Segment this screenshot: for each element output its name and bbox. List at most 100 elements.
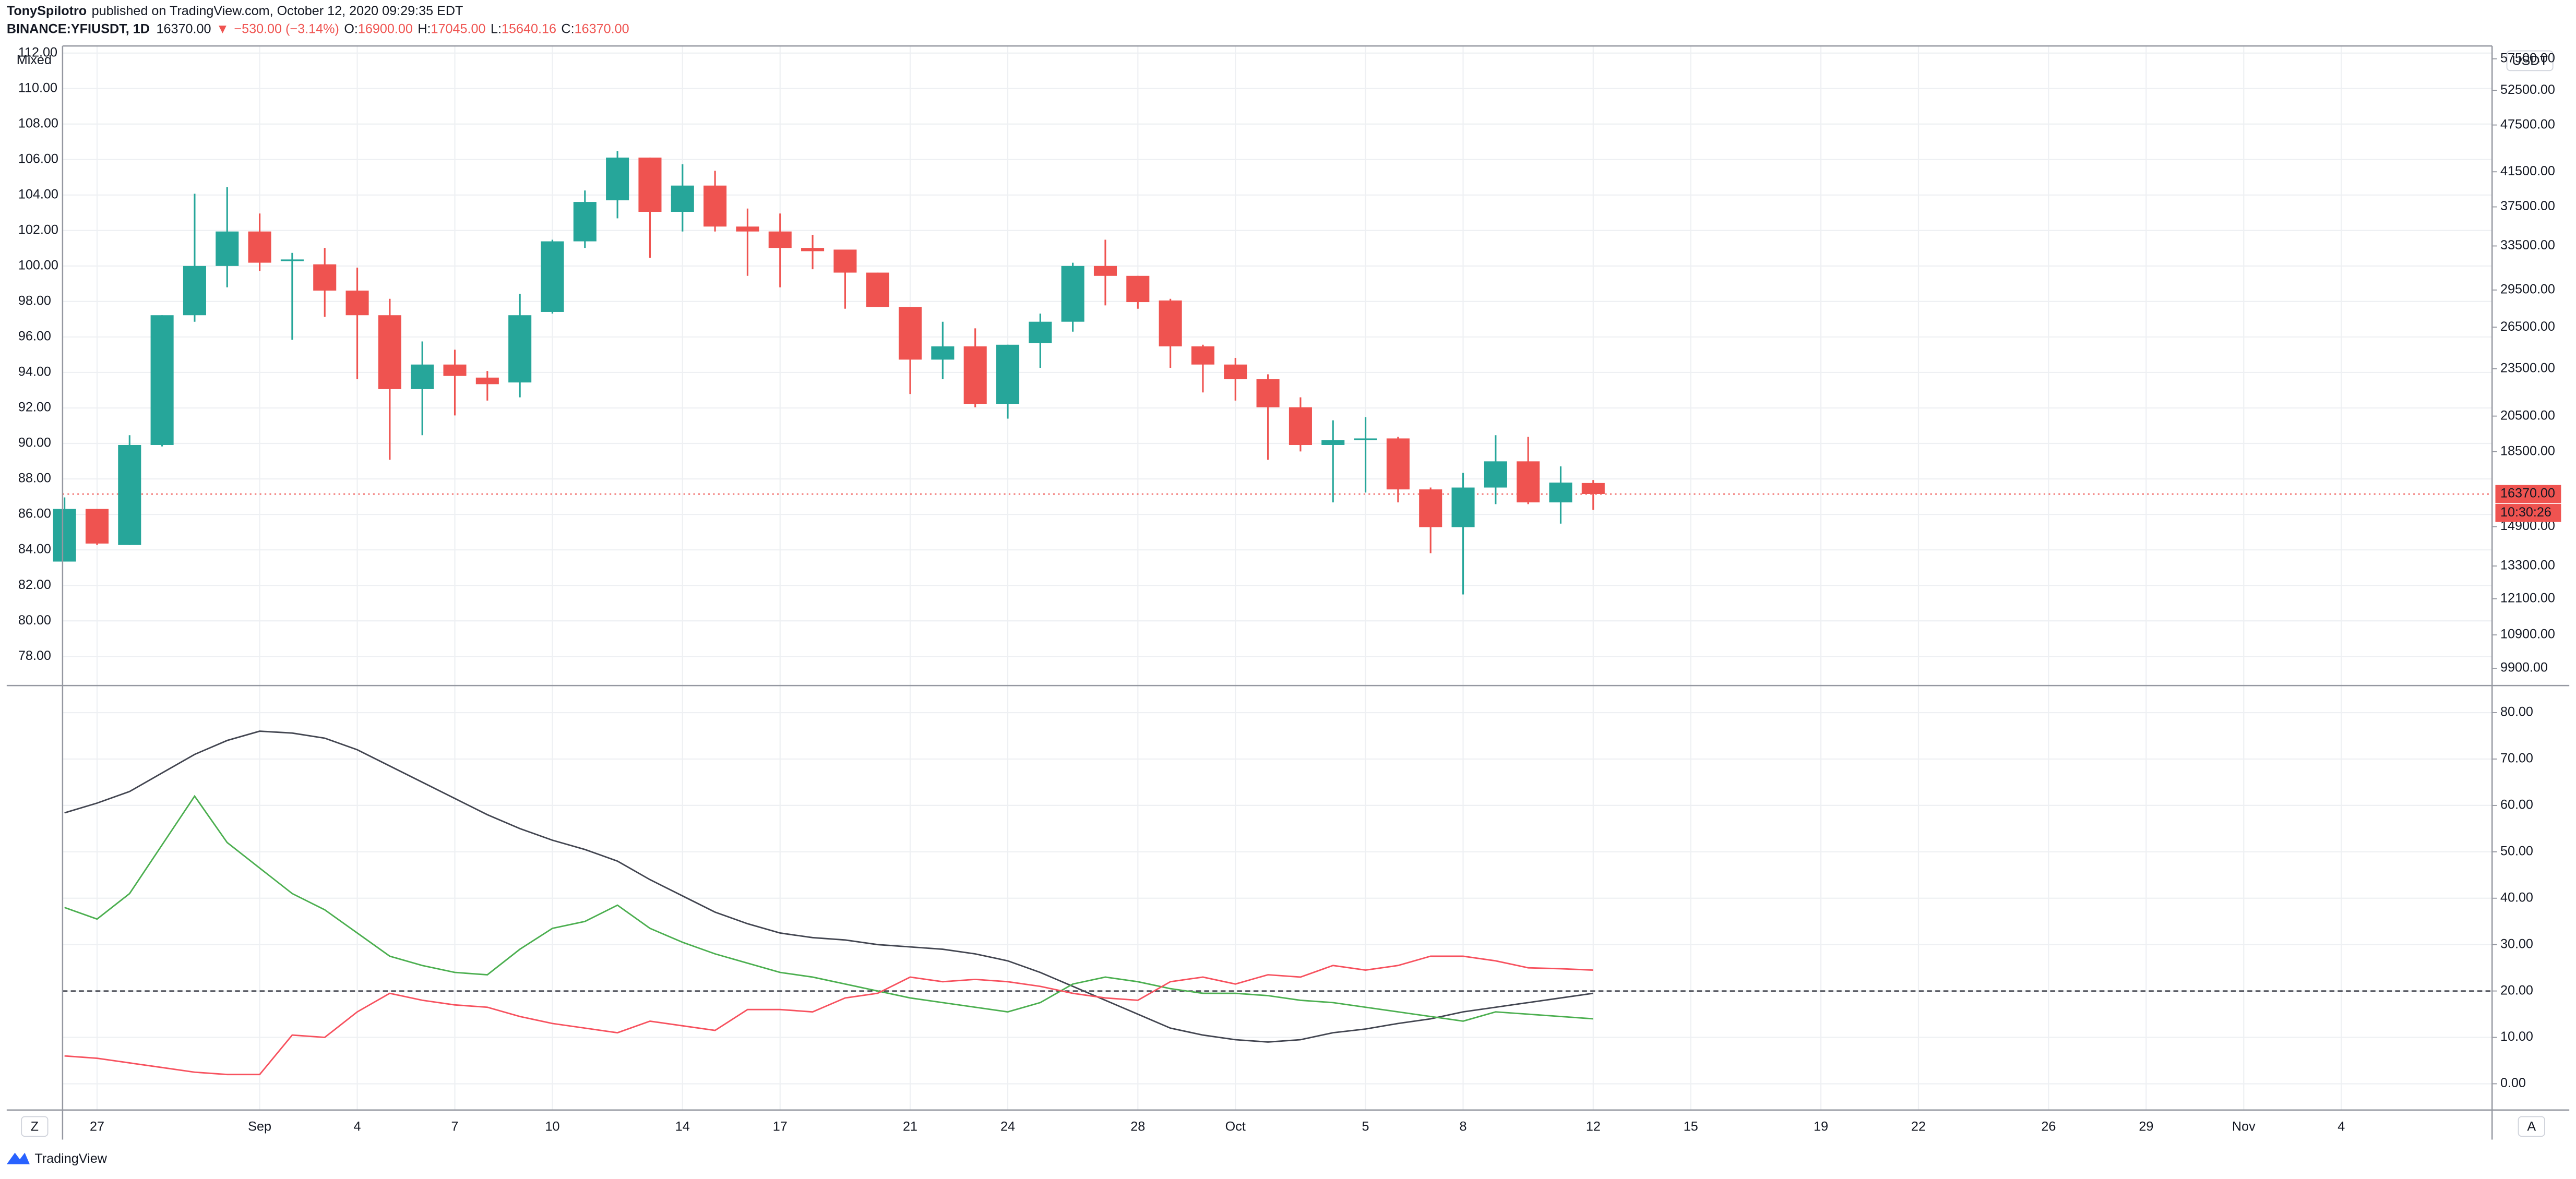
- y2-tick-label: 23500.00: [2500, 361, 2555, 376]
- y2-tick-label: 18500.00: [2500, 443, 2555, 458]
- candle-body: [150, 315, 174, 445]
- l-value: 15640.16: [502, 21, 556, 36]
- candle-body: [1581, 483, 1605, 495]
- change: −530.00 (−3.14%): [234, 21, 339, 36]
- candle-body: [475, 377, 499, 384]
- x-tick-label: 15: [1684, 1120, 1698, 1134]
- scale-mode[interactable]: Mixed: [17, 53, 52, 67]
- y-tick-label: 20.00: [2500, 983, 2533, 997]
- candle-body: [183, 266, 206, 316]
- last-price-label: 16370.00: [2500, 486, 2555, 501]
- button-box[interactable]: [2518, 1116, 2545, 1137]
- y-tick-label: 10.00: [2500, 1029, 2533, 1044]
- y2-tick-label: 33500.00: [2500, 238, 2555, 252]
- candle-body: [248, 231, 271, 263]
- published: published on TradingView.com, October 12…: [92, 4, 463, 18]
- candle-body: [541, 241, 564, 312]
- candle-body: [1451, 487, 1475, 527]
- y2-tick-label: 9900.00: [2500, 660, 2548, 675]
- candle-body: [1224, 364, 1247, 379]
- candle-body: [1549, 483, 1572, 503]
- y-tick-label: 80.00: [18, 613, 51, 628]
- candle-body: [443, 364, 467, 376]
- x-tick-label: Sep: [248, 1120, 271, 1134]
- candle-body: [801, 248, 825, 251]
- y-tick-label: 92.00: [18, 400, 51, 415]
- candle-body: [996, 344, 1020, 404]
- candle-body: [378, 315, 401, 389]
- y2-tick-label: 52500.00: [2500, 82, 2555, 97]
- y-tick-label: 86.00: [18, 507, 51, 521]
- y-tick-label: 96.00: [18, 329, 51, 344]
- candle-body: [1159, 300, 1182, 346]
- candle-body: [1517, 461, 1540, 503]
- h-label: H:: [418, 21, 431, 36]
- logo: [6, 1152, 30, 1164]
- candle-body: [671, 185, 694, 212]
- candle-body: [606, 158, 629, 200]
- x-tick-label: 27: [90, 1120, 104, 1134]
- candle-body: [53, 509, 76, 562]
- footer-brand[interactable]: TradingView: [34, 1151, 107, 1166]
- button-box[interactable]: [21, 1116, 49, 1137]
- candle-body: [1354, 438, 1377, 440]
- candle-body: [833, 249, 857, 273]
- indicator-line: [64, 955, 1593, 1076]
- y-tick-label: 50.00: [2500, 844, 2533, 858]
- currency[interactable]: USDT: [2512, 54, 2548, 68]
- o-label: O:: [344, 21, 358, 36]
- header-line-2: BINANCE:YFIUSDT, 1D 16370.00 ▼ −530.00 (−3.…: [7, 21, 629, 36]
- y-tick-label: 60.00: [2500, 798, 2533, 812]
- arrow: ▼: [216, 21, 229, 36]
- marks: [53, 151, 2492, 1076]
- x-tick-label: 22: [1911, 1120, 1926, 1134]
- y-tick-label: 102.00: [18, 223, 58, 237]
- y-tick-label: 70.00: [2500, 751, 2533, 766]
- x-tick-label: 12: [1586, 1120, 1601, 1134]
- currency-box[interactable]: [2506, 50, 2554, 71]
- x-tick-label: 7: [451, 1120, 459, 1134]
- candle-body: [85, 509, 109, 544]
- x-tick-label: 29: [2139, 1120, 2153, 1134]
- y-tick-label: 112.00: [18, 45, 57, 59]
- countdown: 10:30:26: [2500, 505, 2551, 520]
- x-tick-label: 4: [2338, 1120, 2345, 1134]
- y2-tick-label: 37500.00: [2500, 199, 2555, 213]
- y-tick-label: 100.00: [18, 258, 58, 273]
- candle-body: [508, 315, 532, 383]
- l-label: L:: [491, 21, 502, 36]
- o-value: 16900.00: [358, 21, 413, 36]
- x-tick-label: 24: [1000, 1120, 1015, 1134]
- candle-body: [736, 226, 759, 232]
- candle-body: [1029, 321, 1052, 343]
- author: TonySpilotro: [7, 4, 87, 18]
- y-tick-label: 82.00: [18, 578, 51, 592]
- candle-body: [703, 185, 727, 227]
- candle-body: [1256, 379, 1280, 407]
- y2-tick-label: 10900.00: [2500, 627, 2555, 642]
- candle-body: [931, 346, 955, 360]
- right-button[interactable]: A: [2527, 1120, 2536, 1134]
- y-tick-label: 104.00: [18, 187, 58, 201]
- candle-body: [1484, 461, 1507, 488]
- grid: [62, 46, 2492, 1110]
- candle-body: [963, 346, 987, 404]
- x-tick-label: 19: [1814, 1120, 1828, 1134]
- countdown-box: [2495, 503, 2561, 522]
- candle-body: [216, 231, 239, 266]
- indicator-line: [64, 795, 1593, 1022]
- x-tick-label: 21: [903, 1120, 917, 1134]
- c-value: 16370.00: [575, 21, 629, 36]
- candle-body: [345, 291, 369, 316]
- left-button[interactable]: Z: [31, 1120, 39, 1134]
- candle-body: [638, 158, 662, 212]
- indicator-line: [64, 730, 1594, 1043]
- candle-body: [1419, 489, 1442, 527]
- y-tick-label: 84.00: [18, 542, 51, 557]
- y-tick-label: 94.00: [18, 365, 51, 379]
- x-tick-label: 5: [1362, 1120, 1369, 1134]
- y2-tick-label: 13300.00: [2500, 558, 2555, 573]
- candle-body: [1321, 440, 1345, 445]
- y-tick-label: 108.00: [18, 116, 58, 130]
